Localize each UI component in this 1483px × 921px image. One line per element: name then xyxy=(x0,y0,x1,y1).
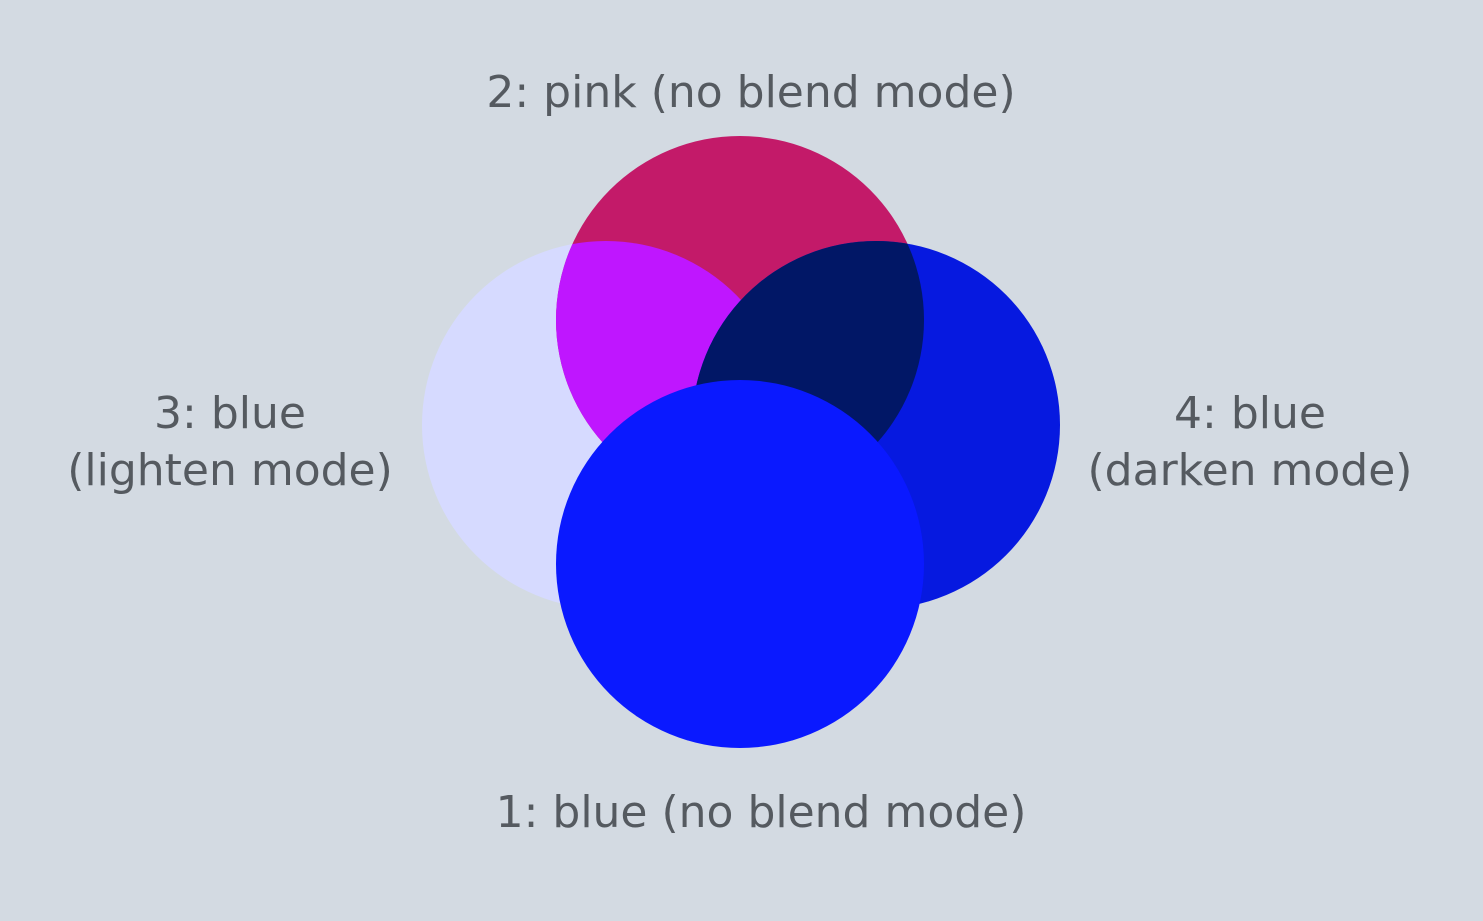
darken-pink-overlap xyxy=(692,241,924,504)
lighten-label-line2: (lighten mode) xyxy=(67,445,393,496)
lighten-pink-overlap xyxy=(556,241,790,504)
pink-label: 2: pink (no blend mode) xyxy=(441,64,1061,121)
blue-label: 1: blue (no blend mode) xyxy=(451,784,1071,841)
darken-label-line1: 4: blue xyxy=(1174,388,1326,439)
darken-label: 4: blue (darken mode) xyxy=(1040,385,1460,499)
lighten-label: 3: blue (lighten mode) xyxy=(20,385,440,499)
blue-circle xyxy=(556,380,924,748)
lighten-label-line1: 3: blue xyxy=(154,388,306,439)
blue-label-text: 1: blue (no blend mode) xyxy=(495,787,1027,838)
pink-label-text: 2: pink (no blend mode) xyxy=(486,67,1016,118)
darken-label-line2: (darken mode) xyxy=(1087,445,1413,496)
